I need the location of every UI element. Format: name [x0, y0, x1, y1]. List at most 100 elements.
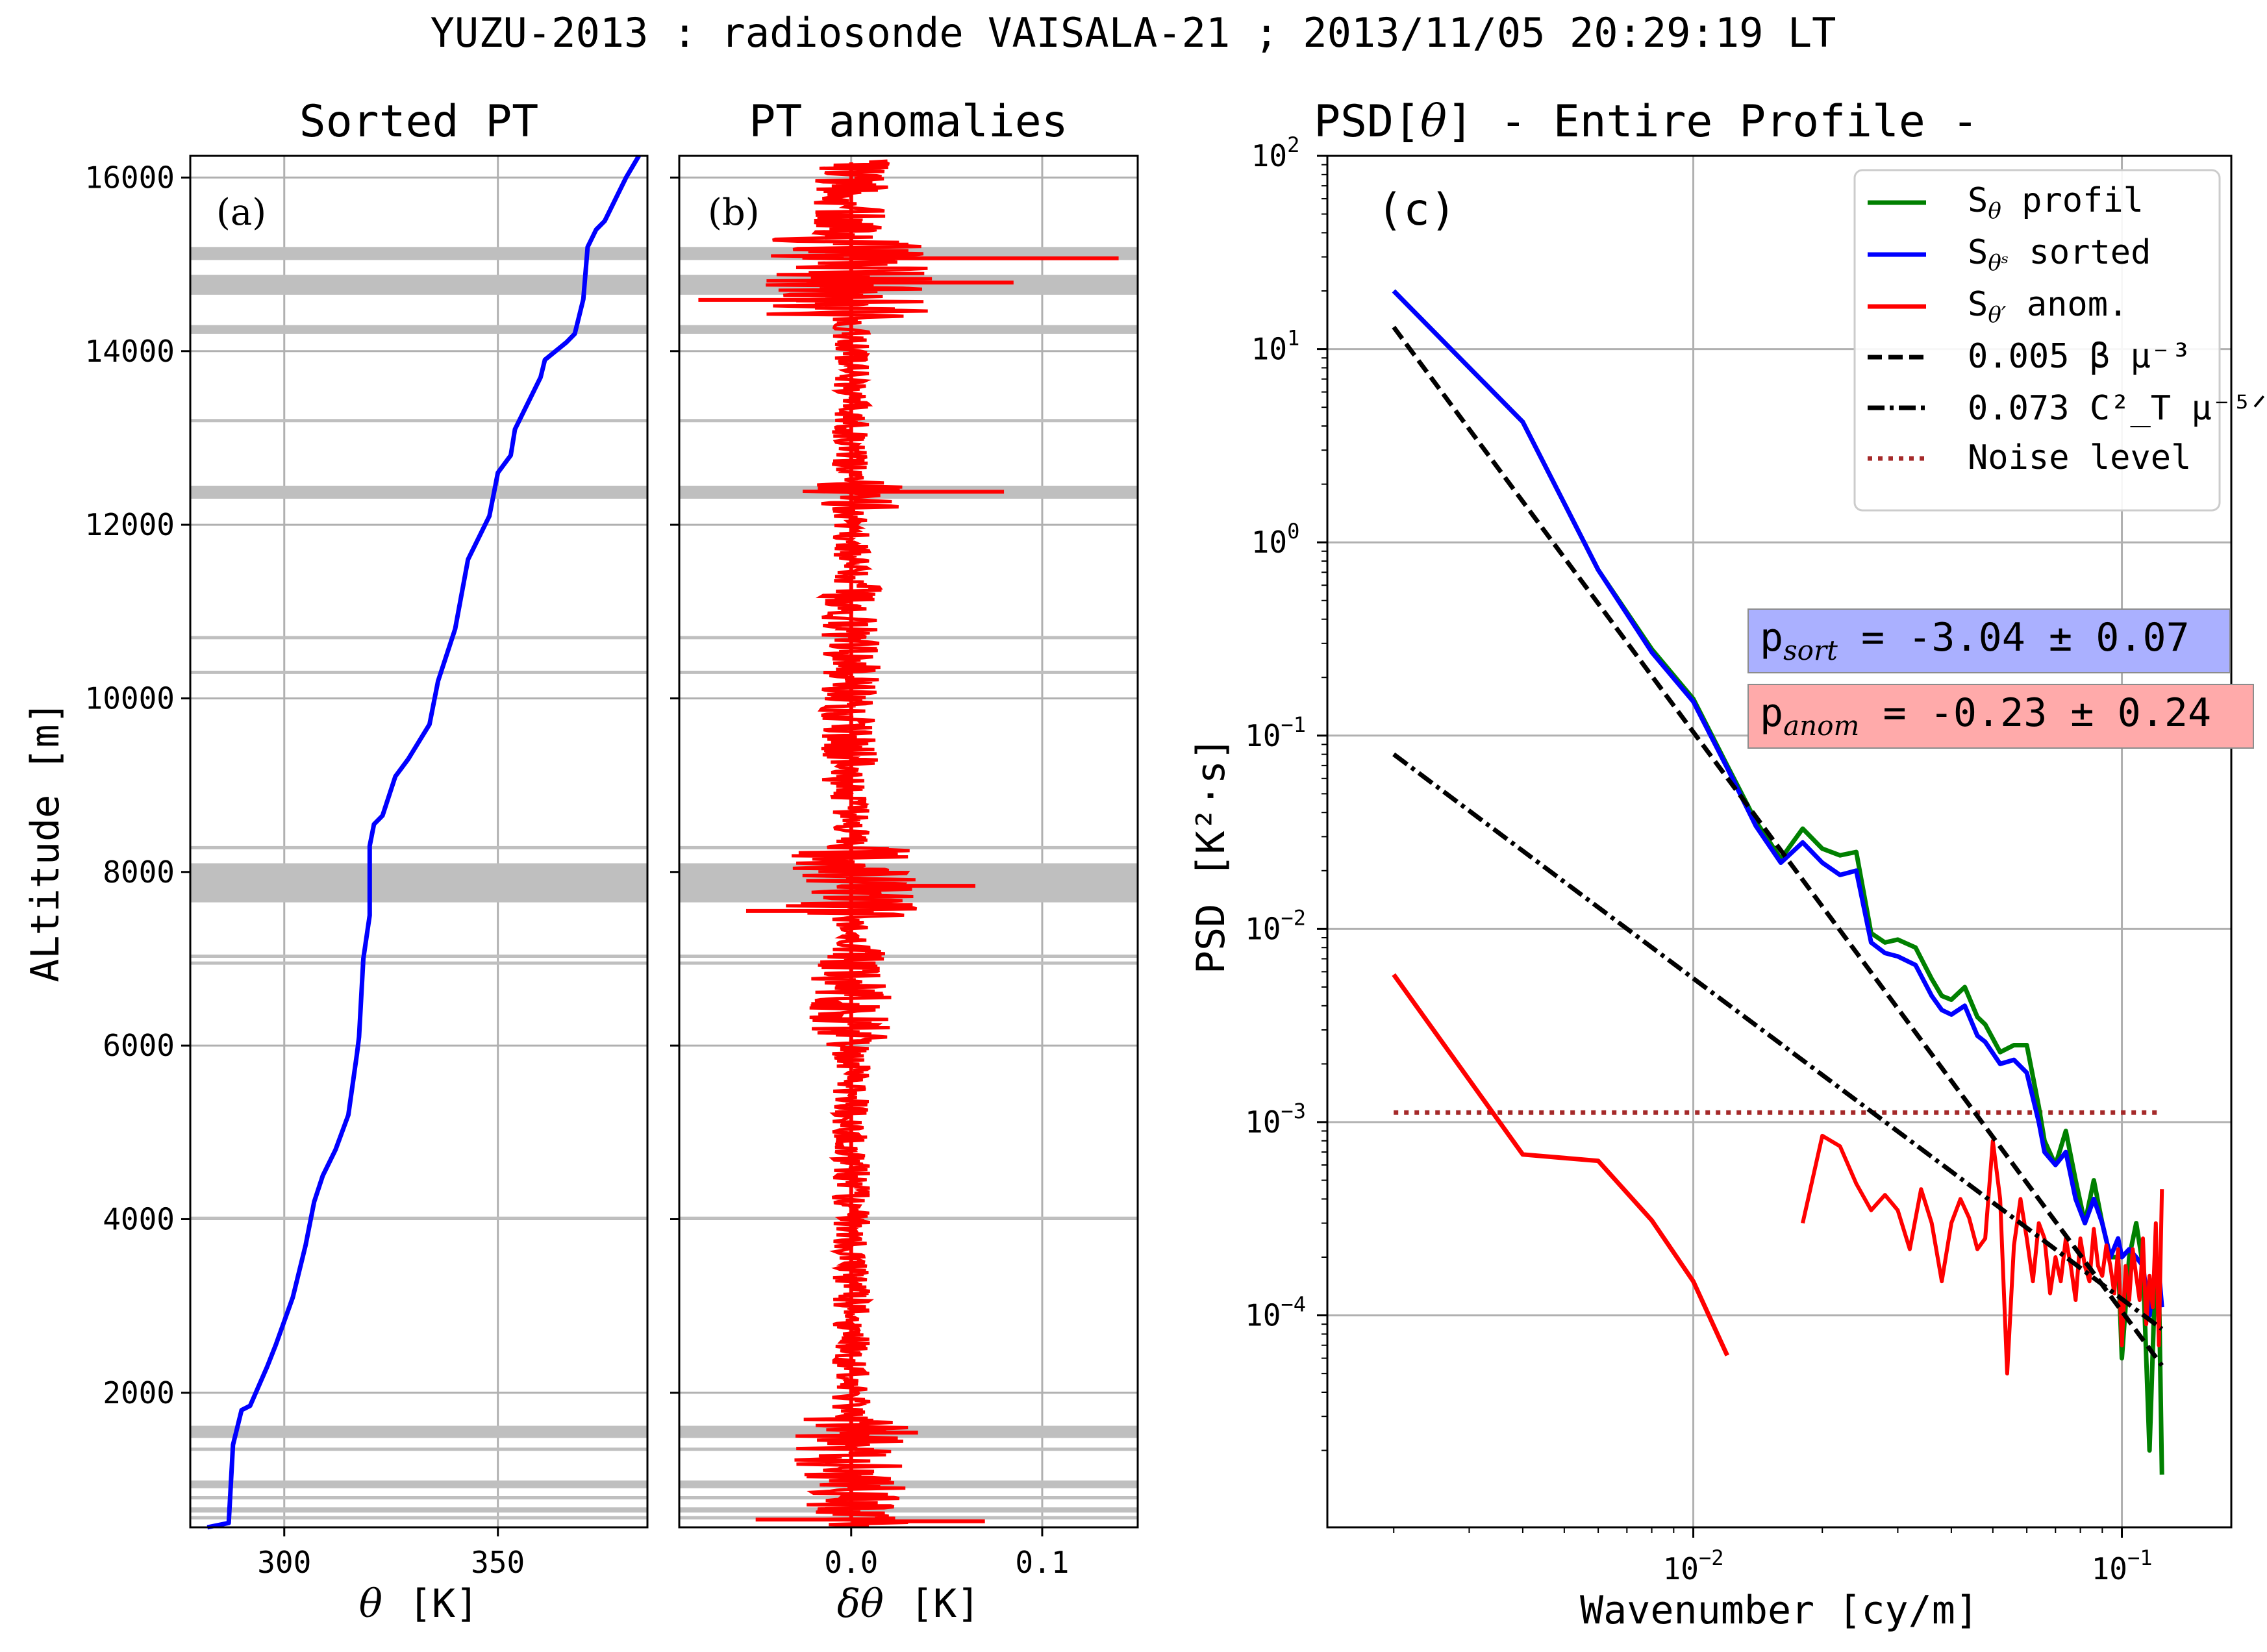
c-ytick-label-3: 10−1 — [1245, 712, 1306, 753]
panel-c-ylabel: PSD [K²·s] — [1188, 737, 1234, 974]
panel-a-shaded-bands — [190, 247, 647, 1520]
annotation-p-anom-value: = -0.23 ± 0.24 — [1859, 690, 2211, 736]
annotation-p-sort-text: psort = -3.04 ± 0.07 — [1760, 615, 2190, 666]
annotation-p-anom-text: panom = -0.23 ± 0.24 — [1760, 690, 2211, 742]
a-ytick-label-0: 2000 — [103, 1375, 175, 1410]
b-xtick-label-1: 0.1 — [1015, 1545, 1069, 1580]
c-xtick-label-1: 10−1 — [2092, 1546, 2153, 1586]
a-shaded-band-4 — [190, 863, 647, 903]
c-xtick-label-0: 10−2 — [1663, 1546, 1724, 1586]
panel-b: PT anomalies 0.0 0.1 (b) δθ [K] — [670, 96, 1139, 1627]
panel-c-title-prefix: PSD[ — [1314, 96, 1420, 147]
legend-label-beta: 0.005 β μ⁻³ — [1968, 337, 2191, 376]
pt-anomaly-line — [766, 159, 933, 1527]
panel-c: PSD[θ] - Entire Profile - 10−2 10−1 10−41… — [1188, 96, 2267, 1633]
panel-c-label: (c) — [1377, 184, 1457, 236]
annotation-p-sort-box — [1747, 608, 2231, 673]
panel-c-yticks: 10−4 10−3 10−2 10−1 100 101 102 — [1245, 132, 1327, 1451]
psd-anomaly-line-low — [1392, 973, 1729, 1357]
annotation-p-sort-sub: sort — [1783, 634, 1838, 666]
panel-c-ylabel-text: PSD — [1188, 904, 1234, 974]
c-ytick-label-1: 10−3 — [1245, 1099, 1306, 1140]
legend-label-sorted-pre: S — [1968, 233, 1988, 272]
panel-a: Sorted PT 300 350 2000 4000 6000 8000 10000 12… — [23, 96, 649, 1627]
panel-c-title: PSD[θ] - Entire Profile - — [1314, 96, 1979, 147]
annotation-p-sort: psort = -3.04 ± 0.07 — [1747, 608, 2231, 673]
panel-a-label: (a) — [216, 192, 266, 234]
panel-b-xticks: 0.0 0.1 — [824, 1527, 1069, 1580]
suptitle: YUZU-2013 : radiosonde VAISALA-21 ; 2013… — [431, 9, 1836, 56]
legend-label-profil-pre: S — [1968, 181, 1988, 220]
a-xtick-label-1: 350 — [471, 1545, 525, 1580]
annotation-p-anom: panom = -0.23 ± 0.24 — [1747, 684, 2254, 749]
panel-c-title-suffix: ] - Entire Profile - — [1447, 96, 1979, 147]
annotation-p-sort-pre: p — [1760, 615, 1783, 660]
panel-c-ylabel-unit: [K²·s] — [1188, 737, 1234, 878]
annotation-p-sort-value: = -3.04 ± 0.07 — [1838, 615, 2190, 660]
b-xtick-label-0: 0.0 — [824, 1545, 878, 1580]
panel-b-frame — [678, 155, 1139, 1529]
panel-a-yticks: 2000 4000 6000 8000 10000 12000 14000 16000 — [85, 160, 190, 1410]
psd-sorted-line — [1392, 289, 2164, 1318]
annotation-p-anom-sub: anom — [1783, 710, 1859, 742]
a-ytick-label-3: 8000 — [103, 855, 175, 890]
b-shaded-band-7 — [679, 1507, 1138, 1513]
beta-fit-line — [1392, 325, 2164, 1367]
annotation-p-anom-pre: p — [1760, 690, 1783, 736]
legend-label-anom-pre: S — [1968, 285, 1988, 324]
panel-a-ylabel: ALtitude [m] — [23, 701, 68, 982]
a-shaded-band-7 — [190, 1507, 647, 1513]
panel-b-yticks — [670, 176, 679, 1394]
legend-label-sorted: Sθˢ sorted — [1968, 233, 2151, 276]
legend-label-ct: 0.073 C²_T μ⁻⁵ᐟ³ — [1968, 389, 2267, 428]
legend-label-anom-text: anom. — [2007, 285, 2129, 324]
panel-a-xlabel-symbol: θ — [359, 1581, 382, 1627]
a-ytick-label-6: 14000 — [85, 334, 175, 369]
panel-b-title: PT anomalies — [749, 96, 1068, 147]
panel-b-label: (b) — [708, 192, 760, 234]
panel-c-title-symbol: θ — [1420, 96, 1447, 147]
legend-label-profil-text: profil — [2001, 181, 2144, 220]
c-ytick-label-5: 101 — [1251, 326, 1300, 367]
b-shaded-band-6 — [679, 1480, 1138, 1488]
panel-a-xlabel: θ [K] — [359, 1581, 479, 1627]
panel-a-xlabel-unit: [K] — [408, 1581, 479, 1627]
legend-label-anom: Sθ′ anom. — [1968, 285, 2128, 328]
panel-a-frame — [189, 155, 649, 1529]
panel-c-legend: Sθ profil Sθˢ sorted Sθ′ anom. 0.005 β μ… — [1853, 169, 2267, 512]
a-shaded-band-1 — [190, 275, 647, 295]
annotation-p-anom-box — [1747, 684, 2254, 749]
legend-label-profil-sub: θ — [1988, 198, 2001, 224]
legend-box — [1853, 169, 2221, 512]
a-shaded-band-2 — [190, 325, 647, 334]
a-shaded-band-3 — [190, 485, 647, 499]
legend-label-profil: Sθ profil — [1968, 181, 2144, 224]
a-ytick-label-1: 4000 — [103, 1201, 175, 1236]
legend-label-noise: Noise level — [1968, 438, 2191, 477]
panel-a-series — [207, 155, 641, 1530]
sorted-pt-line — [207, 155, 641, 1530]
c-ytick-label-6: 102 — [1251, 132, 1300, 173]
a-xtick-label-0: 300 — [257, 1545, 311, 1580]
c-ytick-label-0: 10−4 — [1245, 1292, 1306, 1333]
panel-b-xlabel: δθ [K] — [837, 1581, 981, 1627]
legend-label-sorted-sub: θˢ — [1988, 250, 2009, 276]
a-ytick-label-5: 12000 — [85, 507, 175, 542]
legend-label-anom-sub: θ′ — [1988, 302, 2006, 328]
panel-c-frame — [1326, 155, 2233, 1529]
a-ytick-label-4: 10000 — [85, 681, 175, 716]
a-ytick-label-7: 16000 — [85, 160, 175, 195]
panel-c-series — [1392, 289, 2164, 1475]
panel-b-xlabel-unit: [K] — [910, 1581, 980, 1627]
panel-a-title: Sorted PT — [299, 96, 538, 147]
a-shaded-band-6 — [190, 1480, 647, 1488]
ct-fit-line — [1392, 752, 2164, 1331]
c-ytick-label-4: 100 — [1251, 519, 1300, 560]
panel-a-xticks: 300 350 — [257, 1527, 525, 1580]
panel-c-xlabel: Wavenumber [cy/m] — [1580, 1588, 1979, 1633]
panel-b-xlabel-symbol: δθ — [837, 1581, 884, 1627]
legend-label-sorted-text: sorted — [2009, 233, 2151, 272]
a-ytick-label-2: 6000 — [103, 1028, 175, 1063]
a-shaded-band-5 — [190, 1425, 647, 1438]
